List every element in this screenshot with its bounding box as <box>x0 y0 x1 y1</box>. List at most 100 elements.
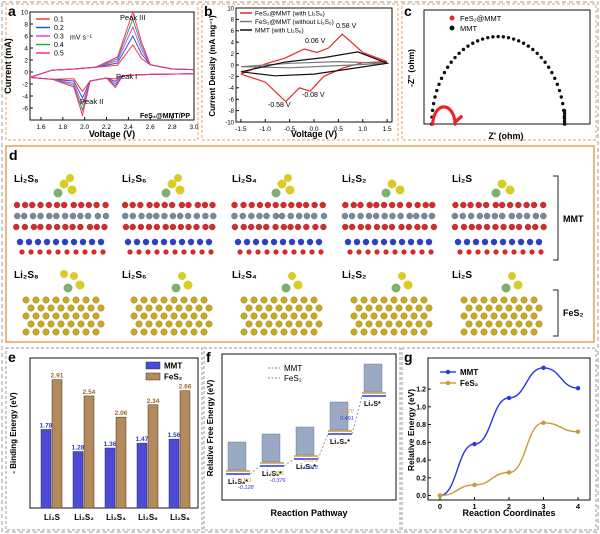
f-species-label: Li₂S* <box>364 401 381 408</box>
a-ytick-label: -4 <box>22 94 28 101</box>
annotation-0-06v: 0.06 V <box>305 38 326 45</box>
a-xtick-label: 2.4 <box>124 124 133 131</box>
a-ytick-label: 10 <box>21 10 29 17</box>
g-ytick-label: 0.4 <box>416 458 426 465</box>
a-xtick-label: 2.6 <box>146 124 155 131</box>
a-ytick-label: 8 <box>24 22 28 29</box>
mmt-structure-label: Li₂S₂ <box>342 174 366 185</box>
e-bar-MMT <box>104 447 116 509</box>
c-point-mmt <box>562 119 567 124</box>
g-point <box>506 395 512 401</box>
fes2-row-label: FeS₂ <box>563 308 584 318</box>
b-ytick-label: 2 <box>231 52 235 58</box>
mmt-structure-4 <box>451 179 547 255</box>
c-point-mmt <box>546 65 551 69</box>
f-species-label: Li₂S₆* <box>262 471 282 478</box>
b-ytick-label: 0 <box>231 63 235 69</box>
f-legend-label: FeS₂ <box>284 374 302 383</box>
g-point <box>575 429 581 434</box>
c-point-mmt <box>531 47 535 52</box>
c-point-fes2 <box>431 119 435 124</box>
e-bar-MMT <box>40 429 52 509</box>
a-ytick-label: 0 <box>24 70 28 77</box>
panel-g-letter: g <box>404 349 413 365</box>
a-ytick-label: -6 <box>22 106 28 113</box>
b-xtick-label: 1.5 <box>383 126 392 133</box>
e-bar-MMT <box>168 438 180 509</box>
c-point-mmt <box>435 88 439 93</box>
c-legend-label: MMT <box>460 24 477 33</box>
f-connector <box>249 465 261 475</box>
b-ytick-label: -2 <box>229 75 235 81</box>
g-ytick-label: 0.6 <box>416 440 426 447</box>
g-ytick-label: 0.0 <box>416 493 426 500</box>
c-point-mmt <box>557 88 562 93</box>
a-xtick-label: 2.2 <box>102 124 111 131</box>
c-point-mmt <box>526 44 530 48</box>
e-legend-label: MMT <box>164 362 182 371</box>
a-legend-label: 0.1 <box>54 17 64 24</box>
panel-e-letter: e <box>8 349 16 365</box>
g-point <box>437 493 443 498</box>
g-xtick-label: 2 <box>507 502 511 511</box>
c-point-mmt <box>457 51 461 55</box>
panel-b: b -10 -8 -6 -4 -2 0 2 4 6 8 10 -1.5 -1.0 -0.5 0.0 0.5 1.… <box>201 3 399 141</box>
c-point-mmt <box>555 82 560 87</box>
e-bar-FeS₂ <box>51 379 63 509</box>
c-point-mmt <box>535 51 539 55</box>
panel-c-xlabel: Z' (ohm) <box>488 131 523 141</box>
g-xtick-label: 0 <box>438 502 442 511</box>
fes2-structure-label: Li₂S <box>452 270 472 281</box>
panel-g: g 0.0 0.2 0.4 0.6 0.8 1.0 1.2 0 1 2 3 4 MMT FeS₂ Reac… <box>401 347 597 531</box>
mmt-structure-2 <box>231 174 328 255</box>
panel-c-ylabel: -Z'' (ohm) <box>406 49 416 87</box>
b-ytick-label: -10 <box>225 120 234 126</box>
b-ytick-label: 8 <box>231 18 235 24</box>
annotation-neg-0-58v: -0.58 V <box>268 102 291 109</box>
c-point-mmt <box>437 82 441 87</box>
e-bar-FeS₂ <box>179 390 191 509</box>
f-structure-thumb <box>329 401 349 431</box>
mmt-structure-label: Li₂S₆ <box>122 174 147 185</box>
panel-c-letter: c <box>404 3 412 19</box>
c-legend-marker <box>449 15 455 21</box>
panel-f-xlabel: Reaction Pathway <box>270 508 347 518</box>
g-legend-marker <box>445 380 451 386</box>
fes2-structure-label: Li₂S₆ <box>122 270 147 281</box>
f-value-label: 0.456 <box>270 471 285 477</box>
c-legend-marker <box>449 25 455 31</box>
c-point-mmt <box>442 70 447 75</box>
fes2-structure-0 <box>22 270 105 336</box>
c-point-mmt <box>466 44 470 48</box>
c-point-mmt <box>559 95 563 99</box>
e-bar-value: 1.36 <box>104 441 117 448</box>
mmt-row-label: MMT <box>563 214 584 224</box>
panel-a-letter: a <box>8 3 16 19</box>
e-category-label: Li₂S₂ <box>74 513 94 522</box>
c-point-mmt <box>550 70 554 75</box>
b-ytick-label: -8 <box>229 109 235 115</box>
c-point-fes2 <box>431 122 435 126</box>
panel-f-letter: f <box>206 349 211 365</box>
c-point-mmt <box>431 101 436 106</box>
g-xtick-label: 3 <box>541 502 545 511</box>
b-legend-label: FeS₂@MMT (with Li₂S₆) <box>255 11 325 18</box>
panel-g-xlabel: Reaction Coordinates <box>462 508 555 518</box>
f-structure-thumb <box>295 426 315 456</box>
f-value-label: 0.131 <box>238 478 252 484</box>
b-legend-label: FeS₂@MMT (without Li₂S₆) <box>255 19 334 26</box>
annotation-sample: FeS₂@MMT/PP <box>140 113 190 120</box>
e-bar-value: 2.34 <box>147 398 160 405</box>
c-point-mmt <box>553 76 557 81</box>
c-point-mmt <box>521 41 526 45</box>
e-bar-value: 1.28 <box>72 445 85 452</box>
f-connector <box>351 395 363 435</box>
e-bar-MMT <box>72 451 84 509</box>
c-point-mmt <box>475 39 480 43</box>
f-value-label: -0.376 <box>270 478 287 484</box>
a-ytick-label: 6 <box>24 34 28 41</box>
e-category-label: Li₂S₆ <box>138 513 158 522</box>
